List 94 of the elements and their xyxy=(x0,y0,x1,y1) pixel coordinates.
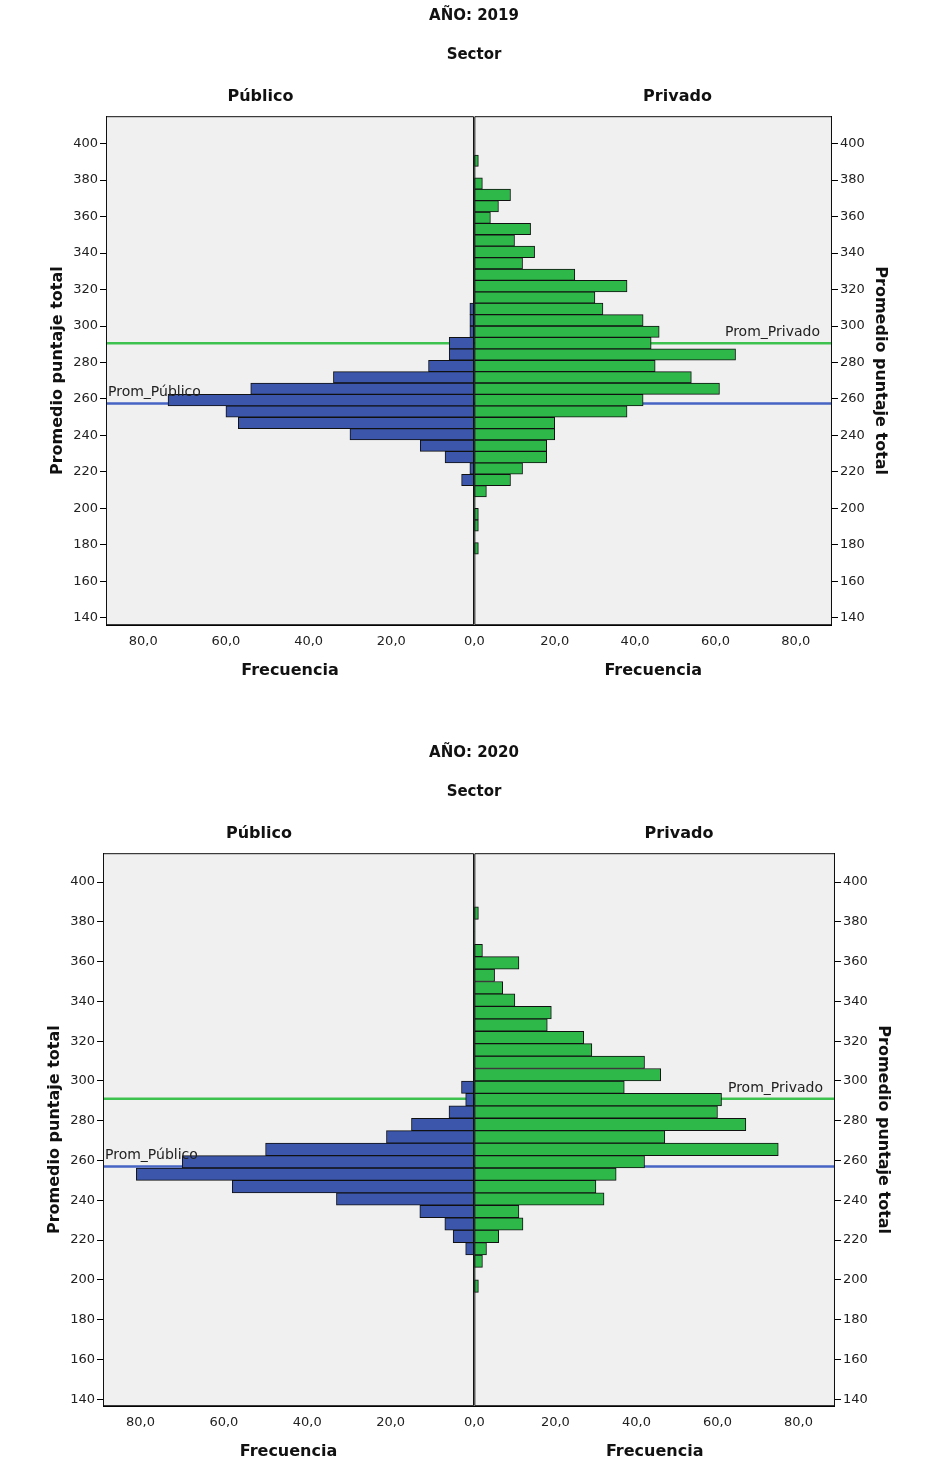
ref-line-label: Prom_Público xyxy=(108,382,201,399)
y-tick-label: 320 xyxy=(839,280,865,296)
y-tick-label: 320 xyxy=(70,1032,96,1048)
x-tick-label: 40,0 xyxy=(294,633,324,649)
y-tick-label: 220 xyxy=(70,1231,96,1247)
ref-line-label: Prom_Privado xyxy=(727,1078,823,1095)
y-tick-label: 380 xyxy=(842,913,868,928)
y-tick-label: 220 xyxy=(842,1231,868,1247)
y-tick-label: 240 xyxy=(70,1191,96,1207)
x-tick-label: 40,0 xyxy=(621,1414,651,1430)
y-tick-label: 380 xyxy=(73,171,99,187)
x-tick-label: 80,0 xyxy=(783,1414,813,1430)
chart-title: Privado xyxy=(644,822,714,842)
y-tick-label: 280 xyxy=(842,1111,868,1127)
y-tick-label: 140 xyxy=(70,1390,96,1406)
x-tick-label: 60,0 xyxy=(209,1414,239,1430)
x-tick-label: 40,0 xyxy=(292,1414,322,1430)
x-tick-label: 20,0 xyxy=(539,633,569,649)
y-tick-label: 360 xyxy=(839,207,865,223)
y-tick-label: 240 xyxy=(73,426,99,442)
x-tick-label: 20,0 xyxy=(376,1414,406,1430)
y-tick-label: 240 xyxy=(842,1191,868,1207)
x-tick-label: 0,0 xyxy=(463,633,485,649)
x-tick-label: 80,0 xyxy=(781,633,810,649)
y-tick-label: 400 xyxy=(842,873,868,889)
x-axis-title: Frecuencia xyxy=(605,1440,704,1460)
y-tick-label: 380 xyxy=(839,171,865,187)
y-tick-label: 340 xyxy=(73,244,99,260)
y-tick-label: 180 xyxy=(70,1310,96,1326)
ref-line-label: Prom_Privado xyxy=(724,322,820,339)
y-tick-label: 140 xyxy=(73,609,99,625)
x-axis-title: Frecuencia xyxy=(239,1440,338,1460)
x-tick-label: 60,0 xyxy=(700,633,730,649)
y-tick-label: 260 xyxy=(70,1151,96,1167)
y-tick-label: 140 xyxy=(842,1390,868,1406)
text: Sector xyxy=(445,782,503,800)
y-tick-label: 360 xyxy=(842,952,868,968)
y-tick-label: 280 xyxy=(73,353,99,369)
text: AÑO: 2020 xyxy=(428,743,520,761)
y-tick-label: 180 xyxy=(842,1310,868,1326)
y-tick-label: 320 xyxy=(73,280,99,296)
y-tick-label: 300 xyxy=(842,1072,868,1088)
y-tick-label: 240 xyxy=(839,426,865,442)
y-axis-title: Promedio puntaje total xyxy=(43,1025,63,1234)
y-tick-label: 300 xyxy=(839,317,865,333)
x-tick-label: 60,0 xyxy=(702,1414,732,1430)
y-axis-title: Promedio puntaje total xyxy=(871,266,891,475)
y-axis-title: Promedio puntaje total xyxy=(46,266,66,475)
y-tick-label: 180 xyxy=(839,536,865,552)
y-tick-label: 340 xyxy=(842,992,868,1008)
y-tick-label: 260 xyxy=(73,390,99,406)
text: Sector xyxy=(445,45,503,63)
y-tick-label: 320 xyxy=(842,1032,868,1048)
y-tick-label: 360 xyxy=(73,207,99,223)
y-tick-label: 140 xyxy=(839,609,865,625)
y-tick-label: 280 xyxy=(70,1111,96,1127)
x-axis-title: Frecuencia xyxy=(604,659,702,679)
x-tick-label: 20,0 xyxy=(540,1414,570,1430)
y-tick-label: 340 xyxy=(70,992,96,1008)
chart-title: Público xyxy=(225,822,293,842)
x-tick-label: 0,0 xyxy=(463,1414,485,1430)
y-tick-label: 220 xyxy=(839,463,865,479)
y-tick-label: 400 xyxy=(70,873,96,889)
x-tick-label: 20,0 xyxy=(376,633,406,649)
y-tick-label: 200 xyxy=(73,499,99,515)
y-axis-title: Promedio puntaje total xyxy=(874,1025,894,1234)
x-tick-label: 60,0 xyxy=(211,633,241,649)
y-tick-label: 260 xyxy=(842,1151,868,1167)
y-tick-label: 400 xyxy=(73,134,99,150)
y-tick-label: 160 xyxy=(70,1350,96,1366)
y-tick-label: 160 xyxy=(842,1350,868,1366)
y-tick-label: 340 xyxy=(839,244,865,260)
x-tick-label: 80,0 xyxy=(128,633,158,649)
y-tick-label: 160 xyxy=(73,572,99,588)
x-tick-label: 40,0 xyxy=(620,633,650,649)
y-tick-label: 200 xyxy=(70,1271,96,1287)
y-tick-label: 300 xyxy=(70,1072,96,1088)
y-tick-label: 360 xyxy=(70,952,96,968)
text: AÑO: 2019 xyxy=(428,6,520,24)
chart-title: Privado xyxy=(642,85,712,105)
y-tick-label: 380 xyxy=(70,913,96,928)
chart-title: Público xyxy=(227,85,294,105)
x-axis-title: Frecuencia xyxy=(241,659,339,679)
y-tick-label: 200 xyxy=(842,1271,868,1287)
ref-line-label: Prom_Público xyxy=(105,1145,198,1162)
y-tick-label: 200 xyxy=(839,499,865,515)
x-tick-label: 80,0 xyxy=(126,1414,156,1430)
y-tick-label: 400 xyxy=(839,134,865,150)
y-tick-label: 160 xyxy=(839,572,865,588)
y-tick-label: 280 xyxy=(839,353,865,369)
y-tick-label: 180 xyxy=(73,536,99,552)
y-tick-label: 300 xyxy=(73,317,99,333)
y-tick-label: 260 xyxy=(839,390,865,406)
y-tick-label: 220 xyxy=(73,463,99,479)
